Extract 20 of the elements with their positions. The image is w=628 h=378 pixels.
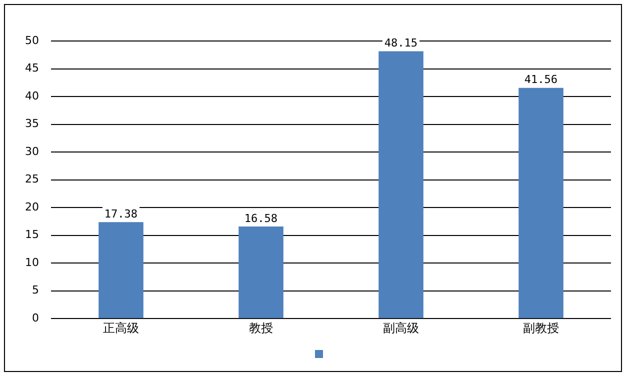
y-tick-label: 45 [24, 62, 39, 75]
y-tick-label: 40 [24, 89, 39, 102]
bar [98, 222, 144, 318]
y-tick-label: 50 [24, 34, 39, 47]
bar [518, 88, 564, 318]
bar [378, 51, 424, 318]
bar [238, 226, 284, 318]
x-tick-label: 副高级 [383, 320, 419, 335]
x-tick-label: 正高级 [102, 320, 139, 335]
x-tick-label: 副教授 [523, 320, 559, 335]
y-tick-label: 10 [24, 256, 39, 269]
y-tick-label: 0 [32, 311, 39, 324]
y-tick-label: 5 [32, 284, 39, 297]
y-tick-label: 25 [24, 172, 39, 186]
y-tick-label: 30 [24, 144, 39, 158]
chart-frame: 正高级 教授 副高级 副教授 0 5 10 15 20 25 30 35 40 45 50 17.38 16.58 48.15 41.56 [4, 4, 622, 372]
x-tick-label: 教授 [249, 320, 273, 335]
y-tick-label: 20 [24, 200, 39, 214]
y-tick-label: 15 [24, 228, 39, 242]
y-tick-label: 35 [24, 117, 39, 130]
